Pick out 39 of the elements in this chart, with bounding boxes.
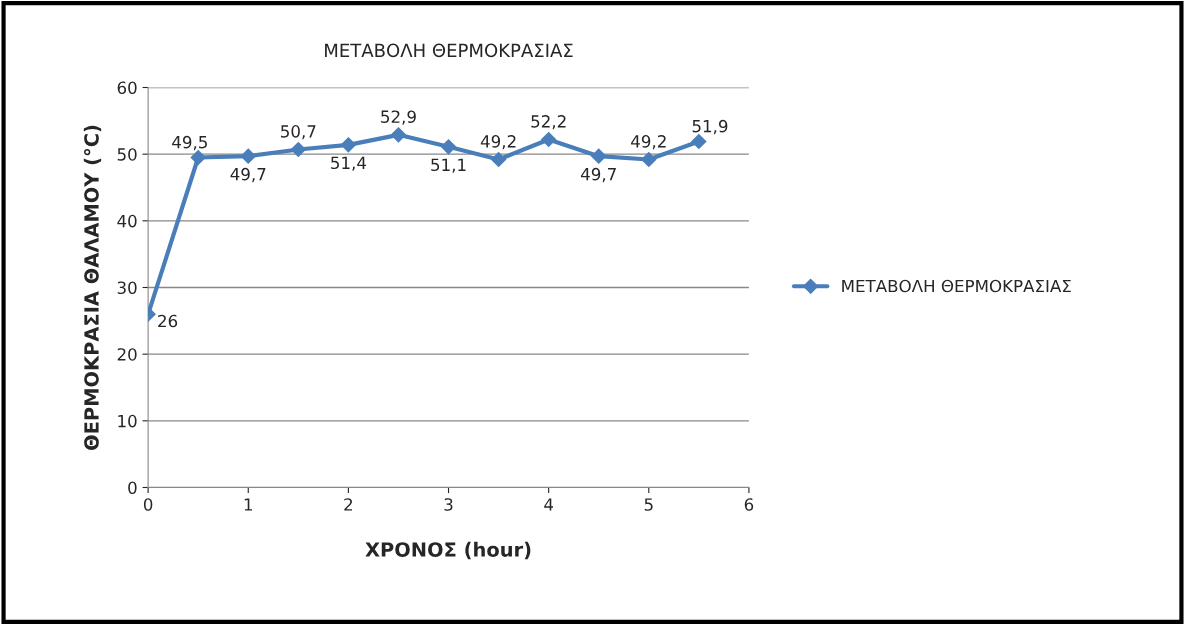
y-tick-label: 0 (128, 481, 137, 495)
data-label: 49,2 (480, 135, 516, 150)
x-tick-label: 1 (244, 498, 253, 511)
x-tick-label: 0 (143, 498, 153, 511)
point (591, 148, 607, 164)
y-tick-label: 60 (117, 81, 137, 95)
data-label: 49,7 (230, 167, 266, 183)
y-tick-label: 10 (118, 414, 137, 428)
x-tick-label: 4 (544, 498, 554, 511)
data-label: 26 (158, 314, 178, 328)
x-tick-label: 2 (344, 498, 353, 511)
data-label: 51,1 (431, 158, 466, 173)
y-axis-title: ΘΕΡΜΟΚΡΑΣΙΑ ΘΑΛΑΜΟΥ (°C) (83, 125, 102, 450)
point (240, 148, 256, 164)
data-label: 52,2 (531, 115, 566, 130)
data-label: 51,4 (331, 156, 367, 171)
point (290, 141, 306, 158)
x-tick-label: 3 (444, 498, 453, 511)
chart-title: ΜΕΤΑΒΟΛΗ ΘΕΡΜΟΚΡΑΣΙΑΣ (325, 43, 573, 58)
data-label: 49,7 (580, 167, 616, 183)
data-label: 51,9 (692, 119, 728, 135)
point (541, 131, 557, 148)
point (390, 127, 407, 143)
x-tick-label: 5 (644, 498, 653, 511)
data-label: 50,7 (281, 125, 316, 140)
y-tick-label: 30 (117, 281, 137, 295)
y-tick-label: 20 (117, 348, 137, 361)
y-tick-label: 40 (117, 214, 137, 228)
data-label: 49,2 (631, 135, 666, 150)
point (340, 137, 356, 153)
legend-label: ΜΕΤΑΒΟΛΗ ΘΕΡΜΟΚΡΑΣΙΑΣ (842, 279, 1071, 293)
x-axis-title: ΧΡΟΝΟΣ (hour) (365, 541, 531, 560)
data-label: 52,9 (381, 110, 416, 125)
y-tick-label: 50 (117, 148, 137, 161)
point (440, 139, 457, 155)
x-tick-label: 6 (744, 498, 754, 511)
point (641, 151, 657, 168)
point (491, 151, 507, 168)
data-label: 49,5 (172, 135, 207, 151)
